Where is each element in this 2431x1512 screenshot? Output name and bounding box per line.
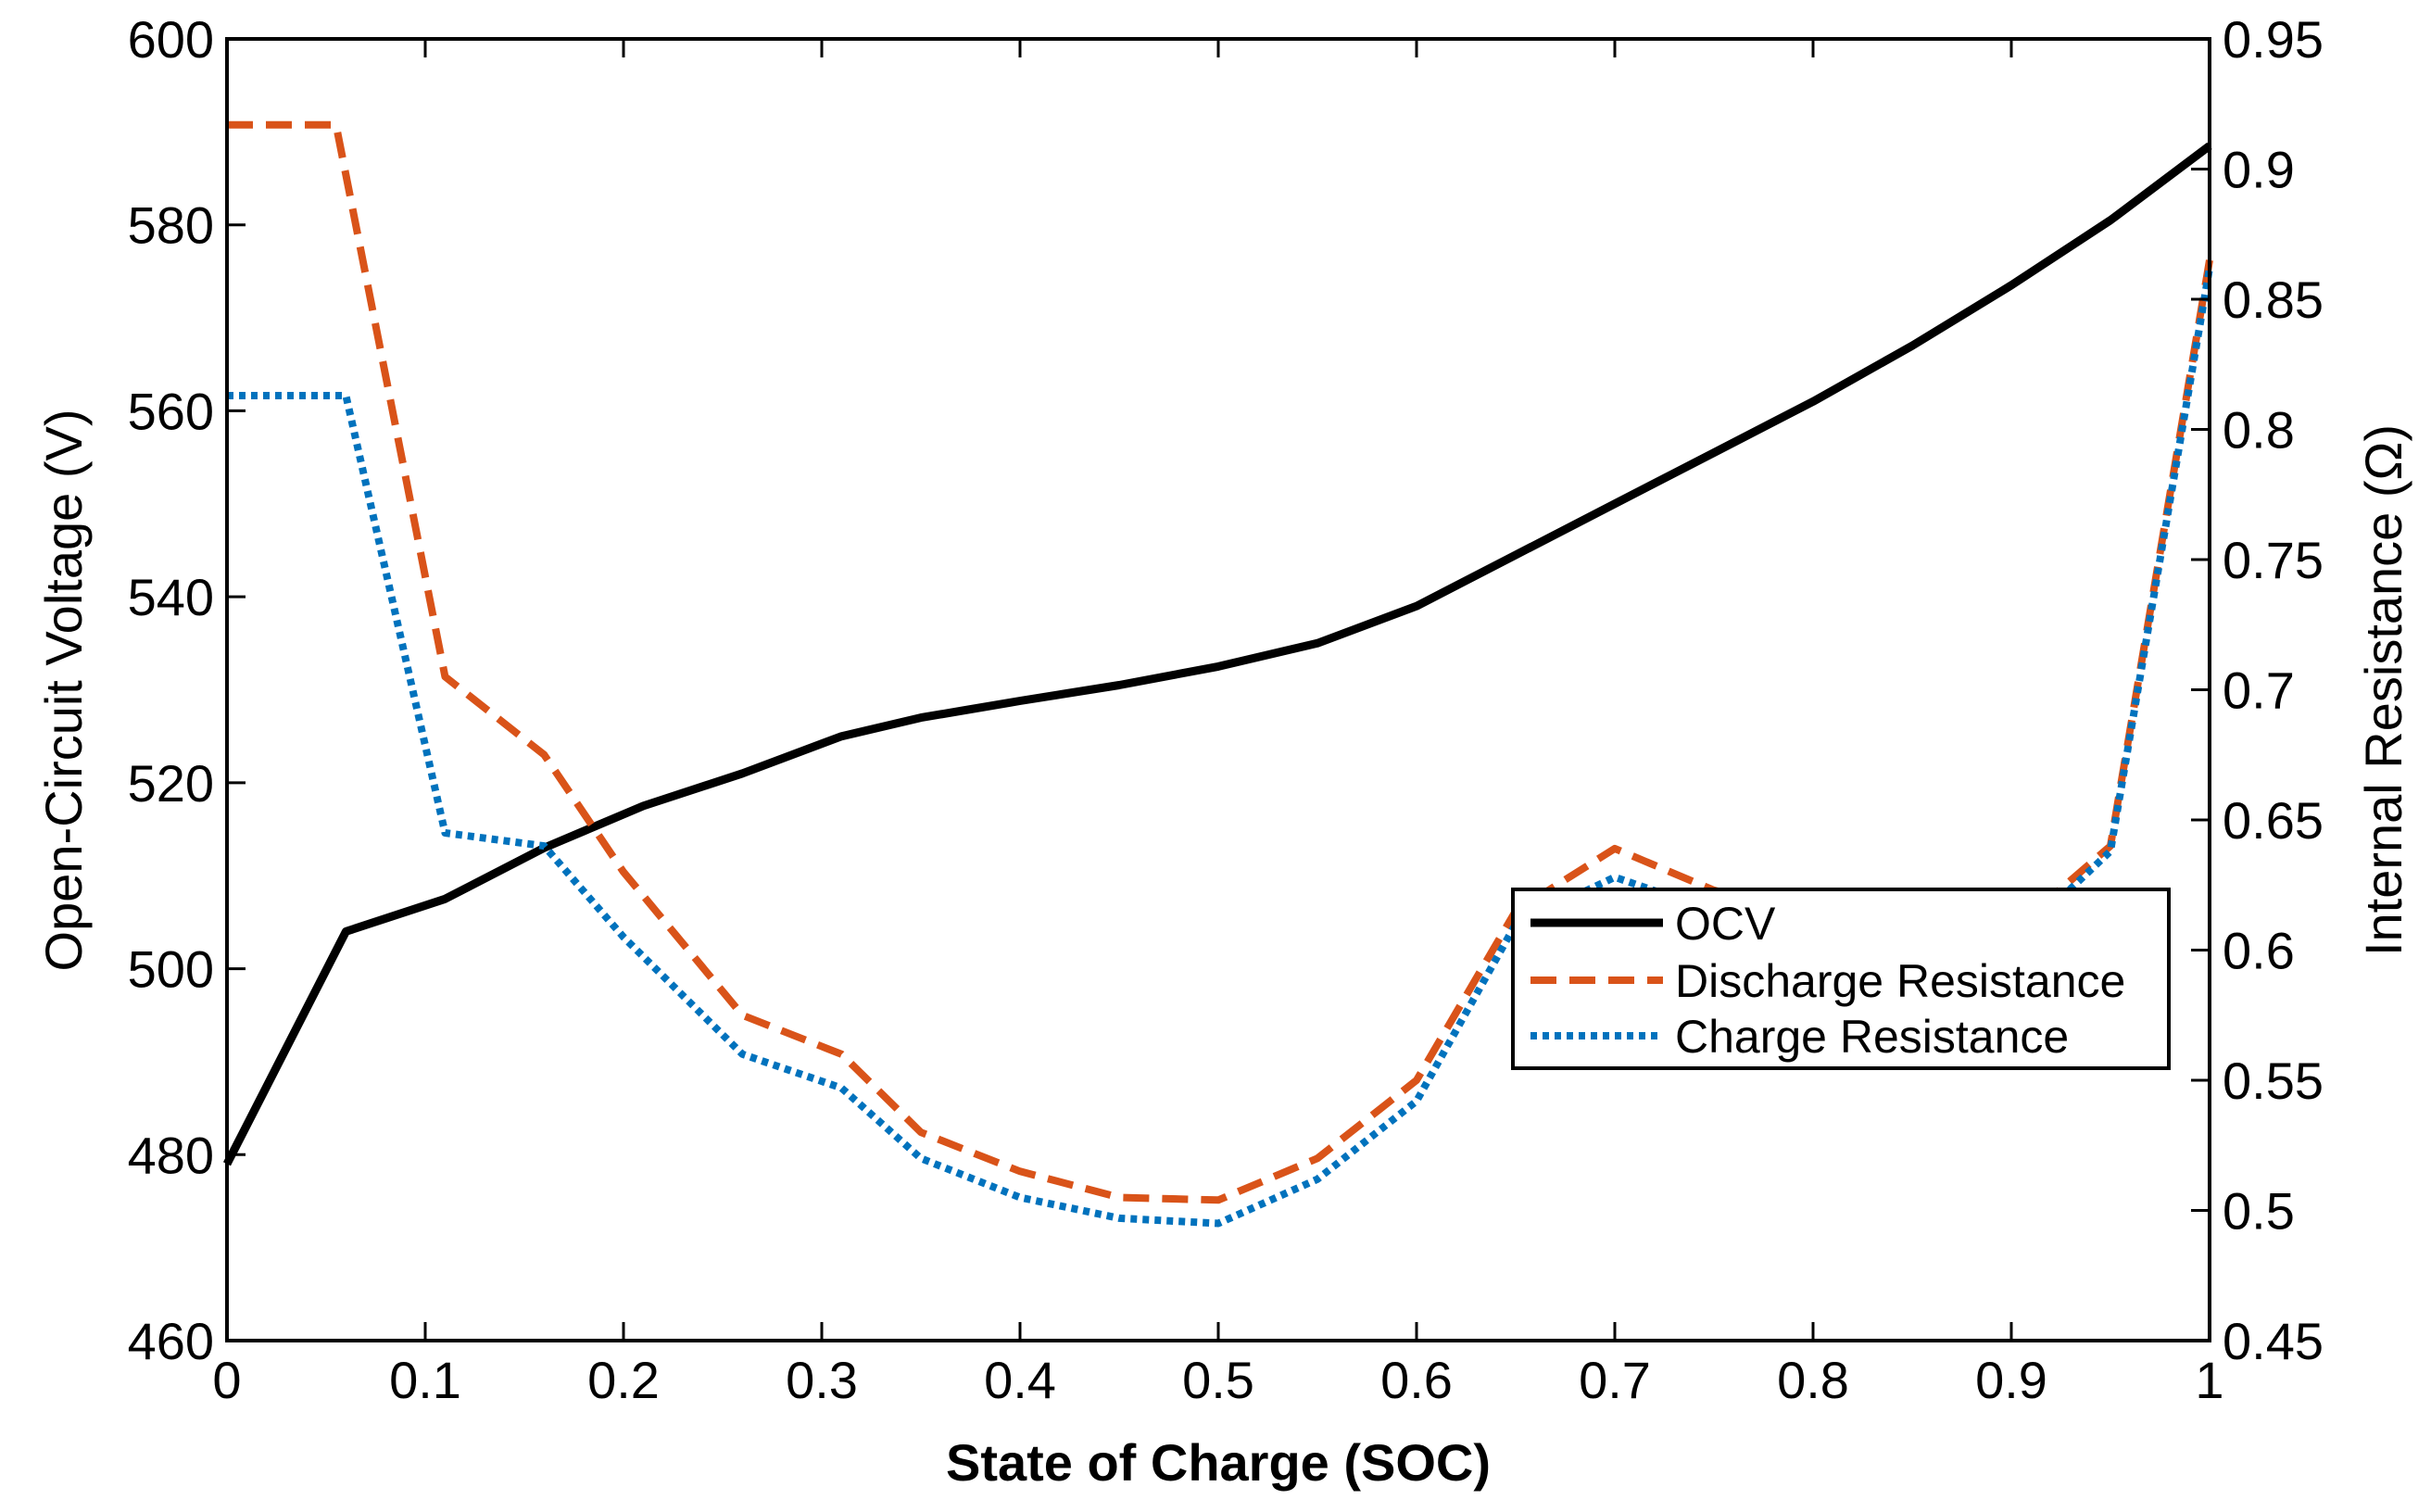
y-tick-label-right: 0.95 bbox=[2223, 10, 2324, 69]
y-tick-label-left: 500 bbox=[128, 940, 214, 999]
y-tick-label-left: 600 bbox=[128, 10, 214, 69]
x-tick-label: 0.6 bbox=[1380, 1351, 1453, 1409]
axes-layer: 0 0.1 0.2 0.3 0.4 0.5 0.6 0.7 0.8 0.9 1 460 480 500 52… bbox=[128, 10, 2324, 1409]
legend-label-charge: Charge Resistance bbox=[1675, 1011, 2069, 1063]
series-line-1 bbox=[222, 142, 2212, 1166]
y-tick-label-right: 0.7 bbox=[2223, 662, 2295, 720]
y-tick-label-right: 0.45 bbox=[2223, 1312, 2324, 1370]
x-tick-label: 0.5 bbox=[1182, 1351, 1254, 1409]
x-tick-label: 0.1 bbox=[389, 1351, 461, 1409]
x-tick-label: 0.2 bbox=[587, 1351, 660, 1409]
y-tick-label-left: 560 bbox=[128, 382, 214, 440]
y-tick-label-left: 460 bbox=[128, 1312, 214, 1370]
y-axis-title-left: Open-Circuit Voltage (V) bbox=[34, 410, 93, 972]
legend-label-ocv: OCV bbox=[1675, 898, 1776, 950]
x-tick-label: 0.7 bbox=[1579, 1351, 1651, 1409]
x-tick-label: 0.3 bbox=[786, 1351, 858, 1409]
y-axis-title-right: Internal Resistance (Ω) bbox=[2354, 424, 2412, 956]
plot-frame bbox=[225, 37, 2211, 1342]
y-tick-label-left: 480 bbox=[128, 1126, 214, 1184]
x-tick-label: 0.9 bbox=[1975, 1351, 2047, 1409]
x-tick-label: 1 bbox=[2195, 1351, 2223, 1409]
y-tick-label-right: 0.8 bbox=[2223, 401, 2295, 460]
y-tick-label-right: 0.9 bbox=[2223, 141, 2295, 199]
y-tick-label-right: 0.55 bbox=[2223, 1052, 2324, 1110]
x-tick-label: 0 bbox=[212, 1351, 241, 1409]
y-tick-label-right: 0.65 bbox=[2223, 791, 2324, 850]
y-tick-label-left: 520 bbox=[128, 754, 214, 813]
y-tick-label-right: 0.85 bbox=[2223, 271, 2324, 329]
y-tick-label-left: 580 bbox=[128, 196, 214, 255]
series-line-3 bbox=[227, 267, 2213, 1228]
y-tick-label-left: 540 bbox=[128, 568, 214, 626]
x-axis-title: State of Charge (SOC) bbox=[946, 1433, 1491, 1492]
legend: OCV Discharge Resistance Charge Resistan… bbox=[1511, 888, 2171, 1070]
x-tick-label: 0.8 bbox=[1777, 1351, 1849, 1409]
legend-label-discharge: Discharge Resistance bbox=[1675, 955, 2125, 1007]
y-tick-label-right: 0.6 bbox=[2223, 922, 2295, 980]
y-tick-label-right: 0.75 bbox=[2223, 531, 2324, 589]
x-tick-label: 0.4 bbox=[984, 1351, 1056, 1409]
y-tick-label-right: 0.5 bbox=[2223, 1182, 2295, 1241]
